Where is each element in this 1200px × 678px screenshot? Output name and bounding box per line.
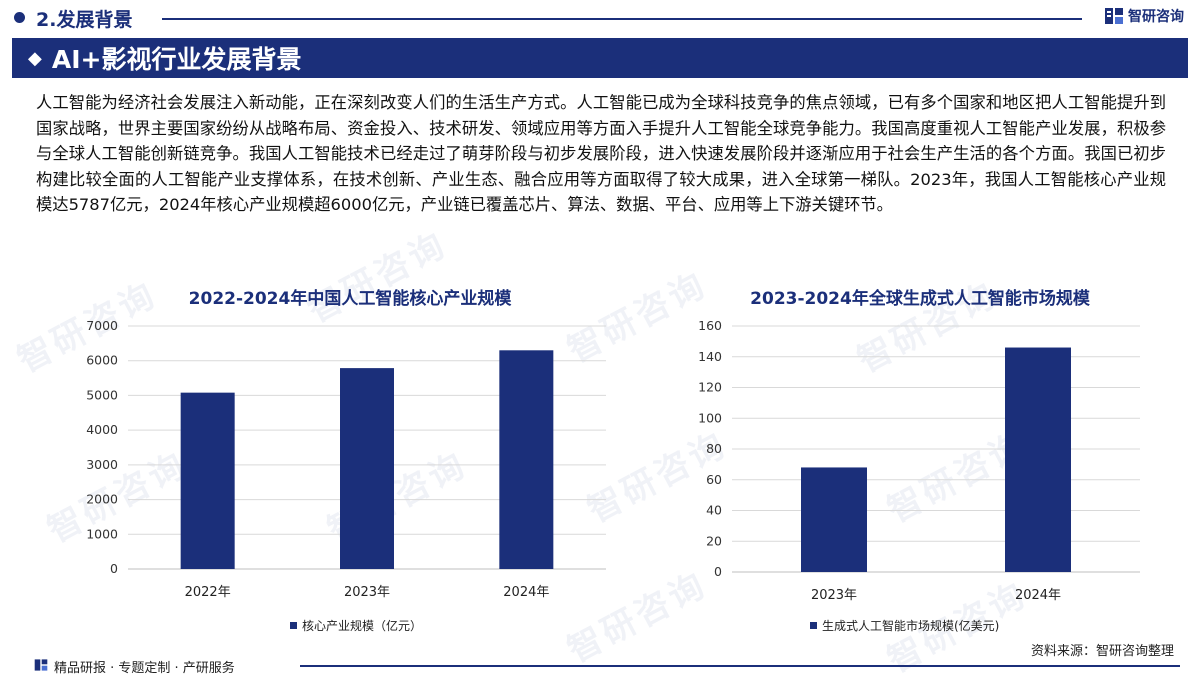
- bar: [340, 368, 394, 569]
- x-tick-label: 2023年: [811, 588, 857, 603]
- legend: 核心产业规模（亿元）: [290, 617, 422, 634]
- y-tick-label: 0: [714, 564, 722, 579]
- section-title: 2.发展背景: [36, 9, 133, 31]
- y-tick-label: 0: [110, 561, 118, 576]
- y-tick-label: 2000: [86, 492, 118, 507]
- y-tick-label: 140: [698, 349, 722, 364]
- y-tick-label: 6000: [86, 353, 118, 368]
- footer: 精品研报 · 专题定制 · 产研服务: [0, 654, 1200, 678]
- title-banner: ◆ AI+影视行业发展背景: [12, 38, 1188, 78]
- y-tick-label: 3000: [86, 457, 118, 472]
- legend-label: 核心产业规模（亿元）: [302, 619, 423, 633]
- bar: [180, 392, 235, 569]
- divider: [300, 665, 1180, 667]
- x-tick-label: 2024年: [1015, 588, 1061, 603]
- x-tick-label: 2022年: [185, 585, 231, 600]
- top-bar: 2.发展背景 智研咨询: [0, 0, 1200, 36]
- intro-paragraph: 人工智能为经济社会发展注入新动能，正在深刻改变人们的生活生产方式。人工智能已成为…: [36, 93, 1166, 215]
- bar: [499, 350, 554, 569]
- y-tick-label: 160: [698, 318, 722, 333]
- y-tick-label: 20: [706, 533, 722, 548]
- source-note: 资料来源：智研咨询整理: [1030, 644, 1174, 659]
- x-tick-label: 2023年: [344, 585, 390, 600]
- footer-text: 精品研报 · 专题定制 · 产研服务: [54, 661, 235, 676]
- legend-swatch: [810, 622, 817, 629]
- chart-title: 2022-2024年中国人工智能核心产业规模: [188, 289, 512, 309]
- y-tick-label: 80: [706, 441, 722, 456]
- diamond-icon: ◆: [28, 47, 42, 69]
- bullet-icon: [14, 12, 25, 23]
- x-tick-label: 2024年: [503, 585, 549, 600]
- legend-swatch: [290, 622, 297, 629]
- y-tick-label: 1000: [86, 526, 118, 541]
- page-title: AI+影视行业发展背景: [51, 45, 302, 74]
- chart-china-ai-core: 0 1000 2000 3000 4000 5000 6000 7000 2022年 2023年 2…: [86, 318, 606, 600]
- brand-logo-icon: [1105, 8, 1123, 24]
- brand: 智研咨询: [1104, 6, 1184, 26]
- y-tick-label: 5000: [86, 387, 118, 402]
- bar: [801, 467, 867, 572]
- chart-global-genai-market: 0 20 40 60 80 100 120 140 160 2023年 2024年: [698, 318, 1140, 603]
- legend: 生成式人工智能市场规模(亿美元): [810, 617, 999, 634]
- footer-logo-icon: [34, 659, 48, 671]
- brand-name: 智研咨询: [1128, 9, 1184, 25]
- legend-label: 生成式人工智能市场规模(亿美元): [822, 619, 1000, 633]
- divider: [162, 18, 1082, 20]
- y-tick-label: 4000: [86, 422, 118, 437]
- y-tick-label: 100: [698, 410, 722, 425]
- chart-title: 2023-2024年全球生成式人工智能市场规模: [750, 289, 1090, 309]
- y-tick-label: 60: [706, 472, 722, 487]
- y-tick-label: 120: [698, 380, 722, 395]
- y-tick-label: 7000: [86, 318, 118, 333]
- bar: [1005, 347, 1071, 572]
- y-tick-label: 40: [706, 503, 722, 518]
